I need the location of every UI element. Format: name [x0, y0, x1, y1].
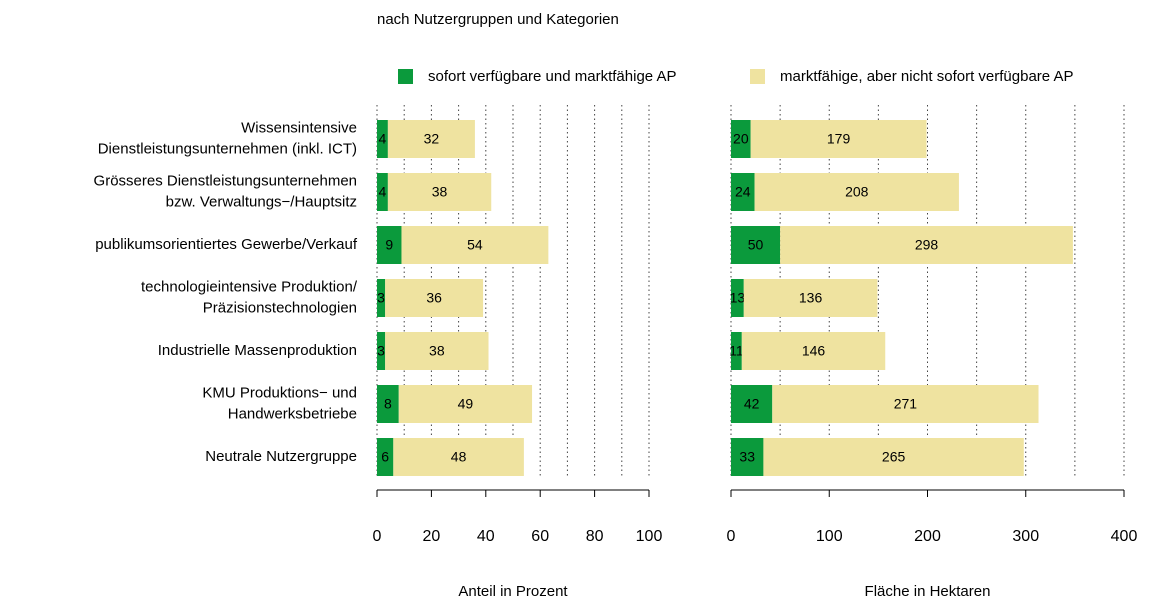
value-label: 9	[385, 237, 393, 253]
value-label: 271	[894, 396, 918, 412]
bar-segment	[398, 385, 533, 423]
value-label: 146	[802, 343, 826, 359]
bar-segment	[731, 279, 744, 317]
value-label: 4	[379, 184, 387, 200]
legend-label: sofort verfügbare und marktfähige AP	[428, 68, 676, 85]
category-label: bzw. Verwaltungs−/Hauptsitz	[166, 193, 357, 210]
value-label: 54	[467, 237, 483, 253]
category-label: Handwerksbetriebe	[228, 405, 357, 422]
bar-segment	[377, 332, 386, 370]
bar-segment	[377, 385, 399, 423]
legend-label: marktfähige, aber nicht sofort verfügbar…	[780, 68, 1074, 85]
category-label: technologieintensive Produktion/	[141, 278, 358, 295]
bar-segment	[377, 173, 388, 211]
bar-segment	[387, 173, 492, 211]
x-axis-label: Fläche in Hektaren	[865, 583, 991, 600]
chart-title: nach Nutzergruppen und Kategorien	[377, 11, 619, 28]
value-label: 48	[451, 449, 467, 465]
value-label: 13	[730, 290, 746, 306]
value-label: 32	[424, 131, 440, 147]
bar-segment	[731, 120, 751, 158]
x-tick-label: 100	[636, 528, 663, 545]
bar-segment	[377, 226, 402, 264]
x-tick-label: 60	[531, 528, 549, 545]
bar-segment	[731, 226, 781, 264]
x-tick-label: 0	[727, 528, 736, 545]
value-label: 20	[733, 131, 749, 147]
value-label: 38	[432, 184, 448, 200]
bar-segment	[731, 438, 764, 476]
bar-segment	[393, 438, 524, 476]
value-label: 265	[882, 449, 906, 465]
value-label: 179	[827, 131, 851, 147]
bar-segment	[387, 120, 475, 158]
bar-segment	[743, 279, 878, 317]
value-label: 8	[384, 396, 392, 412]
category-label: publikumsorientiertes Gewerbe/Verkauf	[95, 236, 358, 253]
bar-segment	[401, 226, 549, 264]
legend-swatch	[750, 69, 765, 84]
category-label: Neutrale Nutzergruppe	[205, 448, 357, 465]
value-label: 42	[744, 396, 760, 412]
x-tick-label: 80	[586, 528, 604, 545]
x-tick-label: 200	[914, 528, 941, 545]
x-tick-label: 100	[816, 528, 843, 545]
value-label: 49	[458, 396, 474, 412]
value-label: 3	[377, 290, 385, 306]
value-label: 24	[735, 184, 751, 200]
value-label: 38	[429, 343, 445, 359]
bar-segment	[754, 173, 959, 211]
bar-segment	[750, 120, 927, 158]
category-label: Dienstleistungsunternehmen (inkl. ICT)	[98, 140, 357, 157]
bar-segment	[731, 385, 773, 423]
value-label: 36	[426, 290, 442, 306]
value-label: 208	[845, 184, 869, 200]
legend-swatch	[398, 69, 413, 84]
bar-segment	[741, 332, 886, 370]
category-label: Grösseres Dienstleistungsunternehmen	[94, 172, 357, 189]
bar-segment	[731, 332, 742, 370]
bar-segment	[377, 438, 394, 476]
x-tick-label: 40	[477, 528, 495, 545]
bar-segment	[385, 332, 489, 370]
category-label: Industrielle Massenproduktion	[158, 342, 357, 359]
value-label: 6	[381, 449, 389, 465]
x-tick-label: 300	[1012, 528, 1039, 545]
bar-segment	[780, 226, 1073, 264]
value-label: 50	[748, 237, 764, 253]
bar-segment	[385, 279, 484, 317]
x-axis-label: Anteil in Prozent	[458, 583, 568, 600]
bar-segment	[763, 438, 1024, 476]
category-label: Präzisionstechnologien	[203, 299, 357, 316]
value-label: 4	[379, 131, 387, 147]
category-label: KMU Produktions− und	[202, 384, 357, 401]
value-label: 11	[729, 343, 744, 359]
category-label: Wissensintensive	[241, 119, 357, 136]
bar-segment	[377, 120, 388, 158]
value-label: 33	[739, 449, 755, 465]
x-tick-label: 0	[373, 528, 382, 545]
x-tick-label: 400	[1111, 528, 1138, 545]
bar-segment	[731, 173, 755, 211]
value-label: 136	[799, 290, 823, 306]
bar-segment	[772, 385, 1039, 423]
bar-segment	[377, 279, 386, 317]
value-label: 298	[915, 237, 939, 253]
x-tick-label: 20	[423, 528, 441, 545]
value-label: 3	[377, 343, 385, 359]
